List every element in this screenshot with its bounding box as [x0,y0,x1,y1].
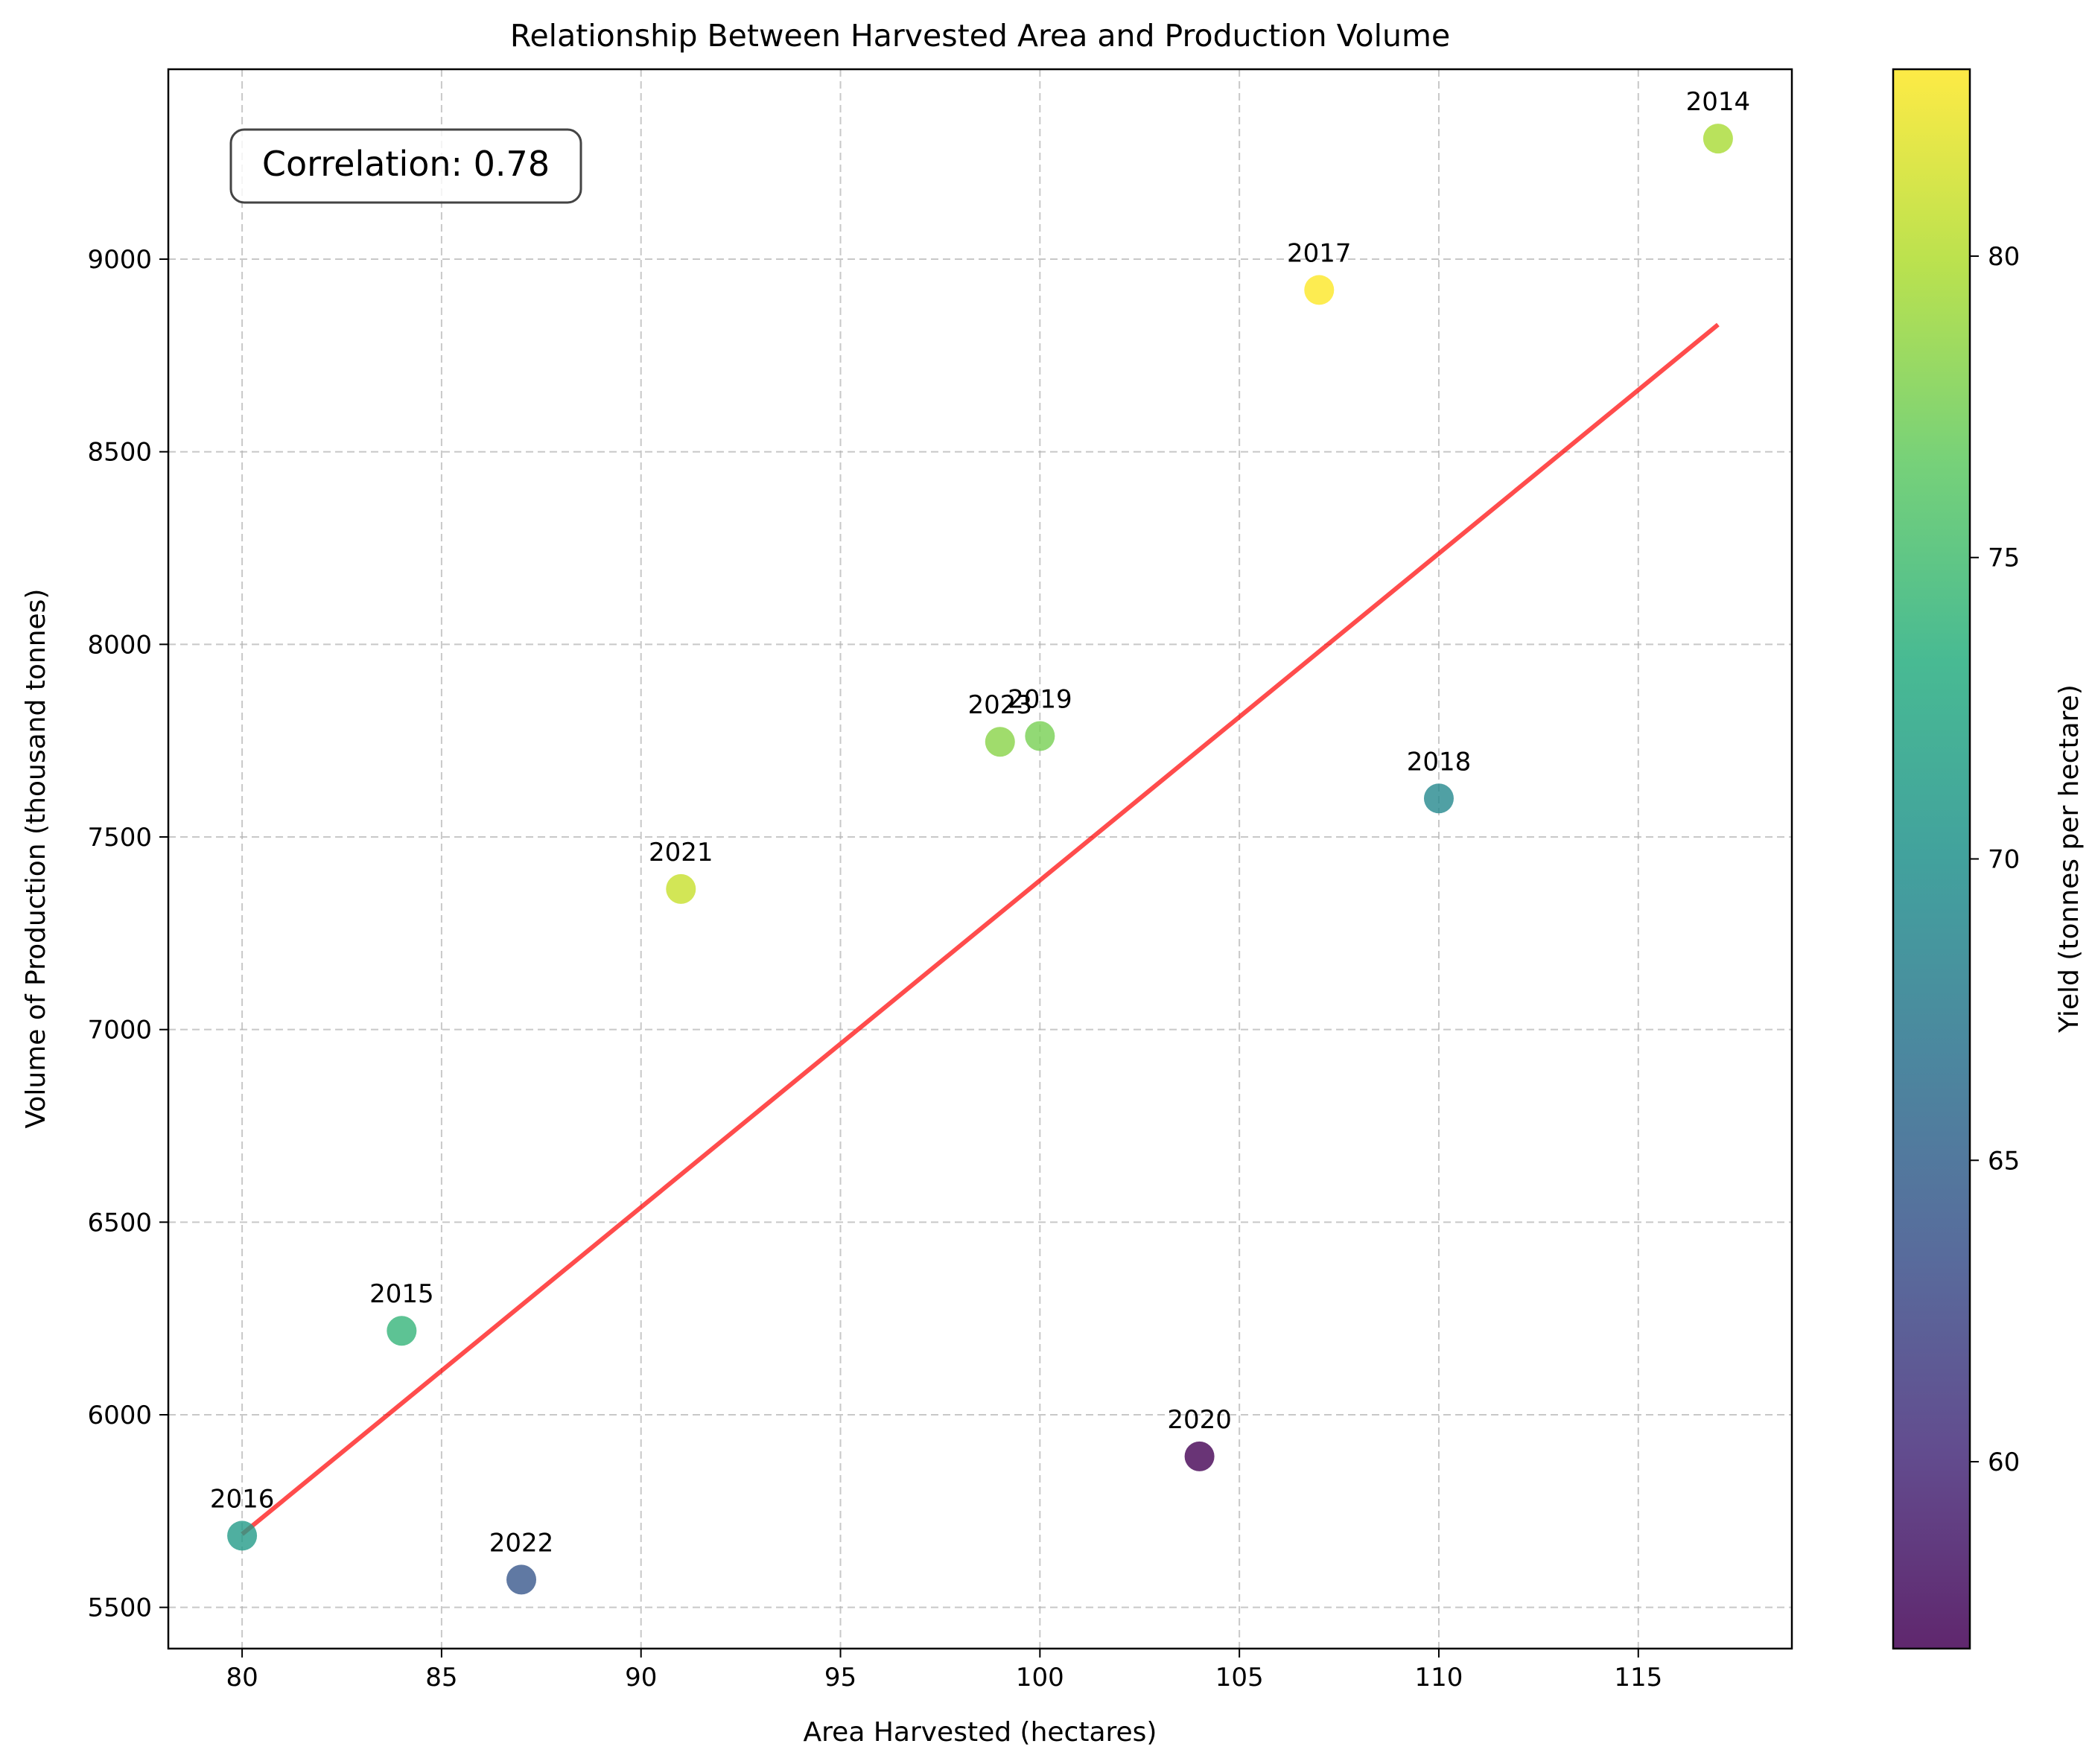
y-tick-label: 7500 [87,823,152,853]
y-tick-label: 9000 [87,245,152,275]
point-label-2018: 2018 [1407,747,1472,777]
data-point-2018 [1423,783,1454,814]
correlation-box [229,128,582,204]
data-point-2014 [1702,124,1733,154]
y-tick-label: 8000 [87,630,152,660]
trend-line-layer [241,322,1720,1536]
x-axis-ticks: 80 85 90 95 100 105 110 115 [226,1649,1662,1693]
colorbar-tick-label: 75 [1988,544,2020,573]
data-point-2017 [1304,275,1335,305]
x-axis-label: Area Harvested (hectares) [804,1717,1157,1748]
y-axis-ticks: 5500 6000 6500 7000 7500 8000 8500 9000 [87,245,168,1623]
colorbar-label: Yield (tonnes per hectare) [2054,684,2085,1034]
x-tick-label: 80 [226,1663,258,1693]
y-axis-label: Volume of Production (thousand tonnes) [21,589,51,1129]
x-tick-label: 115 [1614,1663,1662,1693]
data-point-2020 [1184,1441,1215,1471]
point-label-2014: 2014 [1686,87,1751,117]
data-point-2016 [227,1521,258,1551]
x-tick-label: 95 [824,1663,856,1693]
point-label-2019: 2019 [1008,684,1072,714]
data-points [227,124,1733,1595]
x-tick-label: 90 [625,1663,657,1693]
point-label-2015: 2015 [369,1279,434,1309]
data-point-2019 [1025,721,1055,751]
colorbar-tick-label: 65 [1988,1146,2020,1176]
colorbar-tick-label: 70 [1988,845,2020,875]
point-label-2021: 2021 [649,838,713,867]
data-point-2015 [387,1316,417,1346]
x-tick-label: 85 [425,1663,457,1693]
trend-line [241,322,1720,1536]
y-tick-label: 5500 [87,1593,152,1623]
point-label-2023: 2023 [968,690,1033,720]
plot-area-frame [167,68,1793,1650]
chart-title: Relationship Between Harvested Area and … [510,18,1450,54]
data-point-2023 [985,727,1015,757]
grid-lines [168,69,1792,1649]
point-label-2017: 2017 [1287,238,1352,268]
data-point-2021 [666,873,696,904]
point-label-2020: 2020 [1167,1405,1232,1435]
point-label-2016: 2016 [210,1484,275,1514]
colorbar-ticks: 60 65 70 75 80 [1970,242,2020,1477]
data-point-2022 [506,1564,537,1595]
correlation-text: Correlation: 0.78 [262,144,550,184]
x-tick-label: 100 [1016,1663,1064,1693]
y-tick-label: 8500 [87,438,152,468]
y-tick-label: 6000 [87,1401,152,1430]
y-tick-label: 7000 [87,1016,152,1045]
y-tick-label: 6500 [87,1208,152,1238]
correlation-annotation: Correlation: 0.78 [229,128,582,204]
x-tick-label: 110 [1415,1663,1463,1693]
point-labels: 2014 2015 2016 2017 2018 2019 2020 2021 2022 2023 [210,87,1750,1558]
colorbar-tick-label: 60 [1988,1448,2020,1477]
colorbar-tick-label: 80 [1988,242,2020,272]
point-label-2022: 2022 [489,1528,554,1558]
colorbar [1892,68,1971,1650]
x-tick-label: 105 [1215,1663,1264,1693]
